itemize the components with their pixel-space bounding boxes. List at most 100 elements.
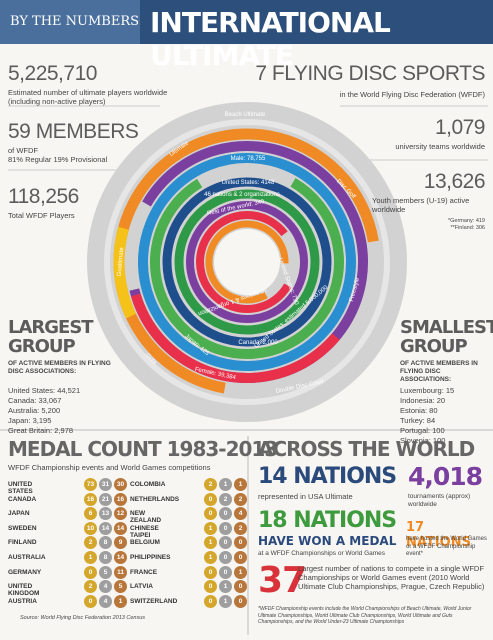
medal-bronze: 5	[114, 580, 127, 594]
medal-bronze: 30	[114, 478, 127, 491]
medal-source: Source: World Flying Disc Federation 201…	[20, 615, 146, 621]
medal-gold: 0	[204, 507, 217, 521]
medal-bronze: 0	[234, 580, 247, 594]
group-subtitle: OF ACTIVE MEMBERS IN FLYING DISC ASSOCIA…	[8, 360, 111, 375]
medal-gold: 1	[204, 536, 217, 550]
medal-gold: 0	[204, 594, 217, 608]
medal-gold: 0	[84, 565, 97, 579]
medal-bronze: 16	[114, 492, 127, 506]
world-value: 14 NATIONS	[258, 464, 397, 489]
world-text: represented in USA Ultimate	[258, 492, 353, 501]
medal-gold: 2	[84, 536, 97, 550]
medal-bronze: 0	[234, 536, 247, 550]
group-item: Turkey: 84	[400, 416, 436, 425]
ring	[186, 201, 308, 323]
medal-gold: 1	[204, 551, 217, 564]
medal-title: MEDAL COUNT 1983-2013	[8, 437, 278, 461]
medal-country: CHINESE TAIPEI	[130, 524, 159, 539]
medal-silver: 8	[99, 536, 112, 550]
medal-silver: 5	[99, 565, 112, 579]
medal-bronze: 12	[114, 507, 127, 521]
medal-gold: 0	[204, 492, 217, 506]
group-item: Indonesia: 20	[400, 396, 446, 405]
medal-country: AUSTRIA	[8, 597, 37, 605]
world-value: 4,018	[408, 462, 483, 491]
medal-country: FRANCE	[130, 568, 158, 576]
medal-silver: 1	[219, 478, 232, 491]
ring-center	[214, 229, 280, 295]
medal-gold: 0	[204, 565, 217, 579]
medal-gold: 16	[84, 492, 97, 506]
medal-bronze: 1	[114, 594, 127, 608]
world-value: 18 NATIONS	[258, 508, 397, 533]
medal-bronze: 1	[234, 565, 247, 579]
medal-bronze: 9	[114, 536, 127, 550]
group-item: Great Britain: 2,978	[8, 426, 74, 435]
medal-silver: 0	[219, 536, 232, 550]
group-item: Canada: 33,067	[8, 396, 62, 405]
ring-label: 46 nations & 2 organizations	[204, 192, 280, 198]
medal-silver: 1	[219, 594, 232, 608]
medal-country: SWITZERLAND	[130, 597, 178, 605]
medal-bronze: 14	[114, 521, 127, 535]
medal-silver: 13	[99, 507, 112, 521]
medal-country: CANADA	[8, 495, 37, 503]
ring-label: Canada: 2,000	[238, 340, 278, 346]
medal-silver: 2	[219, 492, 232, 506]
ring	[150, 165, 344, 359]
medal-country: LATVIA	[130, 583, 153, 591]
stat-value: 1,079	[434, 116, 486, 139]
stat-value: 118,256	[8, 185, 79, 208]
medal-bronze: 2	[234, 521, 247, 535]
medal-gold: 6	[84, 507, 97, 521]
medal-gold: 0	[204, 580, 217, 594]
ring	[113, 128, 381, 396]
medal-gold: 1	[84, 551, 97, 564]
medal-bronze: 0	[234, 594, 247, 608]
ring-label: United States: 4148	[222, 180, 275, 186]
stat-notes: *Germany: 419 **Finland: 306	[448, 218, 485, 232]
header-kicker-band	[0, 0, 140, 44]
medal-silver: 1	[219, 580, 232, 594]
world-value: 37	[258, 560, 307, 601]
ring	[174, 189, 320, 335]
ring-label: Male: 78,755	[231, 156, 266, 162]
header-title: INTERNATIONAL ULTIMATE	[150, 6, 391, 72]
medal-silver: 4	[99, 580, 112, 594]
stat-text: Estimated number of ultimate players wor…	[8, 88, 168, 106]
medal-country: NETHERLANDS	[130, 495, 180, 503]
group-item: Luxembourg: 15	[400, 386, 455, 395]
ring	[205, 220, 289, 304]
medal-country: JAPAN	[8, 510, 30, 518]
medal-silver: 0	[219, 507, 232, 521]
group-list: United States: 44,521 Canada: 33,067 Austr…	[8, 386, 80, 436]
medal-country: AUSTRALIA	[8, 554, 46, 561]
medal-country: SWEDEN	[8, 524, 37, 532]
group-subtitle: OF ACTIVE MEMBERS IN FLYING DISC ASSOCIA…	[400, 360, 478, 383]
ring-label: Goaltimate	[117, 247, 126, 277]
ring	[162, 177, 332, 347]
medal-silver: 21	[99, 492, 112, 506]
group-list: Luxembourg: 15 Indonesia: 20 Estonia: 80 Tu…	[400, 386, 454, 446]
ring	[126, 141, 368, 383]
medal-silver: 8	[99, 551, 112, 564]
world-text: have hosted the World Games or a WFDF Ch…	[406, 536, 487, 557]
stat-text: 81% Regular 19% Provisional	[8, 155, 108, 164]
ring-label: Beach Ultimate	[225, 112, 266, 118]
medal-country: UNITED STATES	[8, 481, 33, 495]
group-item: Portugal: 100	[400, 426, 445, 435]
group-item: Japan: 3,195	[8, 416, 52, 425]
medal-silver: 31	[99, 478, 112, 491]
header-kicker: BY THE NUMBERS	[10, 14, 140, 29]
stat-text: in the World Flying Disc Federation (WFD…	[339, 90, 485, 99]
world-value: 17 NATIONS	[406, 520, 471, 550]
ring	[196, 211, 298, 313]
stat-value: 7 FLYING DISC SPORTS	[255, 62, 485, 85]
medal-silver: 14	[99, 521, 112, 535]
medal-gold: 2	[204, 478, 217, 491]
medal-country: FINLAND	[8, 539, 37, 547]
stat-note: *Germany: 419	[448, 218, 485, 224]
world-text: at a WFDF Championships or World Games	[258, 550, 386, 557]
